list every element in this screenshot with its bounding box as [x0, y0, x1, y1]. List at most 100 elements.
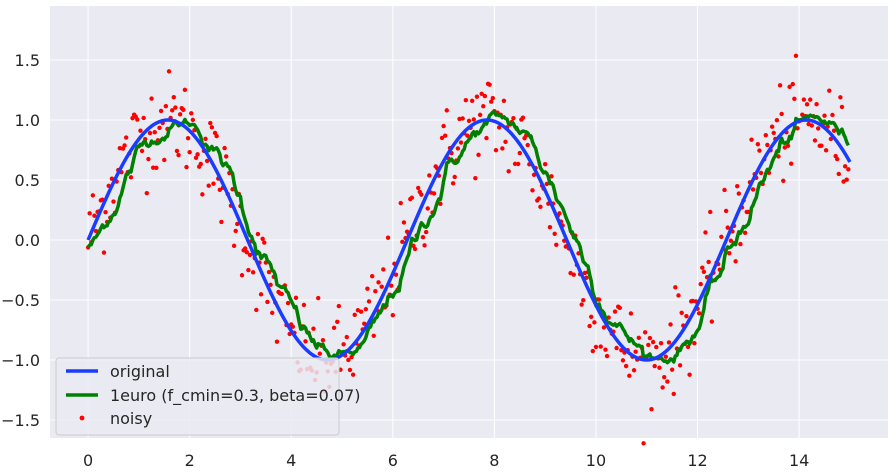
noisy-point [771, 130, 776, 136]
noisy-point [476, 152, 481, 158]
noisy-point [419, 192, 424, 197]
noisy-point [673, 285, 678, 290]
noisy-point [341, 342, 346, 347]
noisy-point [158, 108, 164, 114]
noisy-point [189, 111, 194, 116]
noisy-point [233, 228, 238, 234]
noisy-point [774, 118, 780, 123]
noisy-point [822, 113, 827, 118]
noisy-point [270, 310, 275, 316]
noisy-point [590, 348, 595, 354]
noisy-point [439, 135, 445, 141]
noisy-point [438, 201, 443, 207]
noisy-point [316, 295, 321, 301]
noisy-point [593, 344, 599, 350]
noisy-point [777, 83, 783, 88]
noisy-point [469, 98, 475, 104]
noisy-point [842, 164, 848, 169]
noisy-point [701, 269, 707, 275]
noisy-point [742, 230, 748, 236]
noisy-point [452, 174, 457, 180]
noisy-point [787, 84, 792, 90]
noisy-point [692, 341, 697, 346]
noisy-point [250, 270, 256, 275]
noisy-point [654, 344, 659, 350]
noisy-point [152, 130, 157, 135]
noisy-point [247, 252, 253, 258]
noisy-point [844, 177, 849, 182]
noisy-point [141, 115, 146, 121]
noisy-point [400, 239, 405, 245]
noisy-point [139, 148, 145, 154]
noisy-point [765, 142, 770, 148]
noisy-point [790, 81, 795, 87]
noisy-point [455, 146, 461, 151]
noisy-point [336, 303, 342, 309]
noisy-point [260, 236, 265, 242]
noisy-point [444, 108, 449, 113]
noisy-point [390, 313, 396, 318]
noisy-point [662, 374, 667, 380]
noisy-point [371, 333, 376, 338]
noisy-point [206, 183, 211, 188]
noisy-point [814, 102, 819, 107]
noisy-point [450, 181, 456, 186]
noisy-point [538, 204, 543, 209]
noisy-point [401, 220, 407, 225]
noisy-point [204, 158, 210, 164]
x-tick-label: 14 [789, 451, 809, 470]
noisy-point [363, 307, 369, 312]
noisy-point [427, 173, 432, 178]
noisy-point [830, 112, 835, 118]
noisy-point [185, 135, 191, 141]
noisy-point [258, 292, 264, 297]
noisy-point [663, 354, 668, 359]
noisy-point [198, 161, 203, 167]
noisy-point [285, 300, 291, 306]
noisy-point [757, 148, 762, 153]
noisy-point [525, 142, 530, 148]
noisy-point [303, 339, 308, 344]
noisy-point [708, 209, 713, 215]
legend: original 1euro (f_cmin=0.3, beta=0.07) n… [55, 357, 360, 436]
noisy-point [641, 441, 646, 446]
noisy-point [150, 165, 156, 170]
noisy-point [214, 133, 219, 139]
noisy-point [144, 190, 150, 196]
noisy-point [636, 335, 642, 340]
noisy-point [347, 367, 353, 373]
noisy-point [265, 299, 270, 305]
noisy-point [111, 199, 116, 204]
noisy-point [331, 325, 337, 330]
noisy-point [208, 120, 213, 126]
noisy-point [788, 161, 794, 166]
noisy-point [235, 221, 240, 227]
noisy-point [481, 104, 486, 109]
noisy-point [482, 93, 488, 99]
noisy-point [706, 259, 711, 265]
noisy-point [598, 344, 603, 349]
noisy-point [301, 302, 307, 308]
noisy-point [138, 128, 143, 133]
y-tick-label: −1.5 [1, 411, 40, 430]
noisy-point [420, 235, 426, 240]
noisy-point [758, 170, 764, 176]
noisy-point [557, 211, 562, 216]
noisy-point [177, 112, 183, 117]
noisy-point [650, 339, 656, 345]
noisy-point [209, 125, 215, 130]
noisy-point [200, 192, 205, 197]
x-tick-label: 8 [489, 451, 499, 470]
noisy-point [520, 115, 526, 120]
noisy-point [162, 157, 167, 163]
y-tick-label: −0.5 [1, 291, 40, 310]
noisy-point [174, 148, 180, 154]
noisy-point [425, 206, 430, 211]
noisy-point [511, 115, 516, 121]
noisy-point [373, 289, 378, 294]
noisy-point [477, 112, 483, 118]
y-tick-label: −1.0 [1, 351, 40, 370]
noisy-point [346, 357, 351, 363]
noisy-point [170, 108, 175, 113]
noisy-point [484, 135, 489, 141]
